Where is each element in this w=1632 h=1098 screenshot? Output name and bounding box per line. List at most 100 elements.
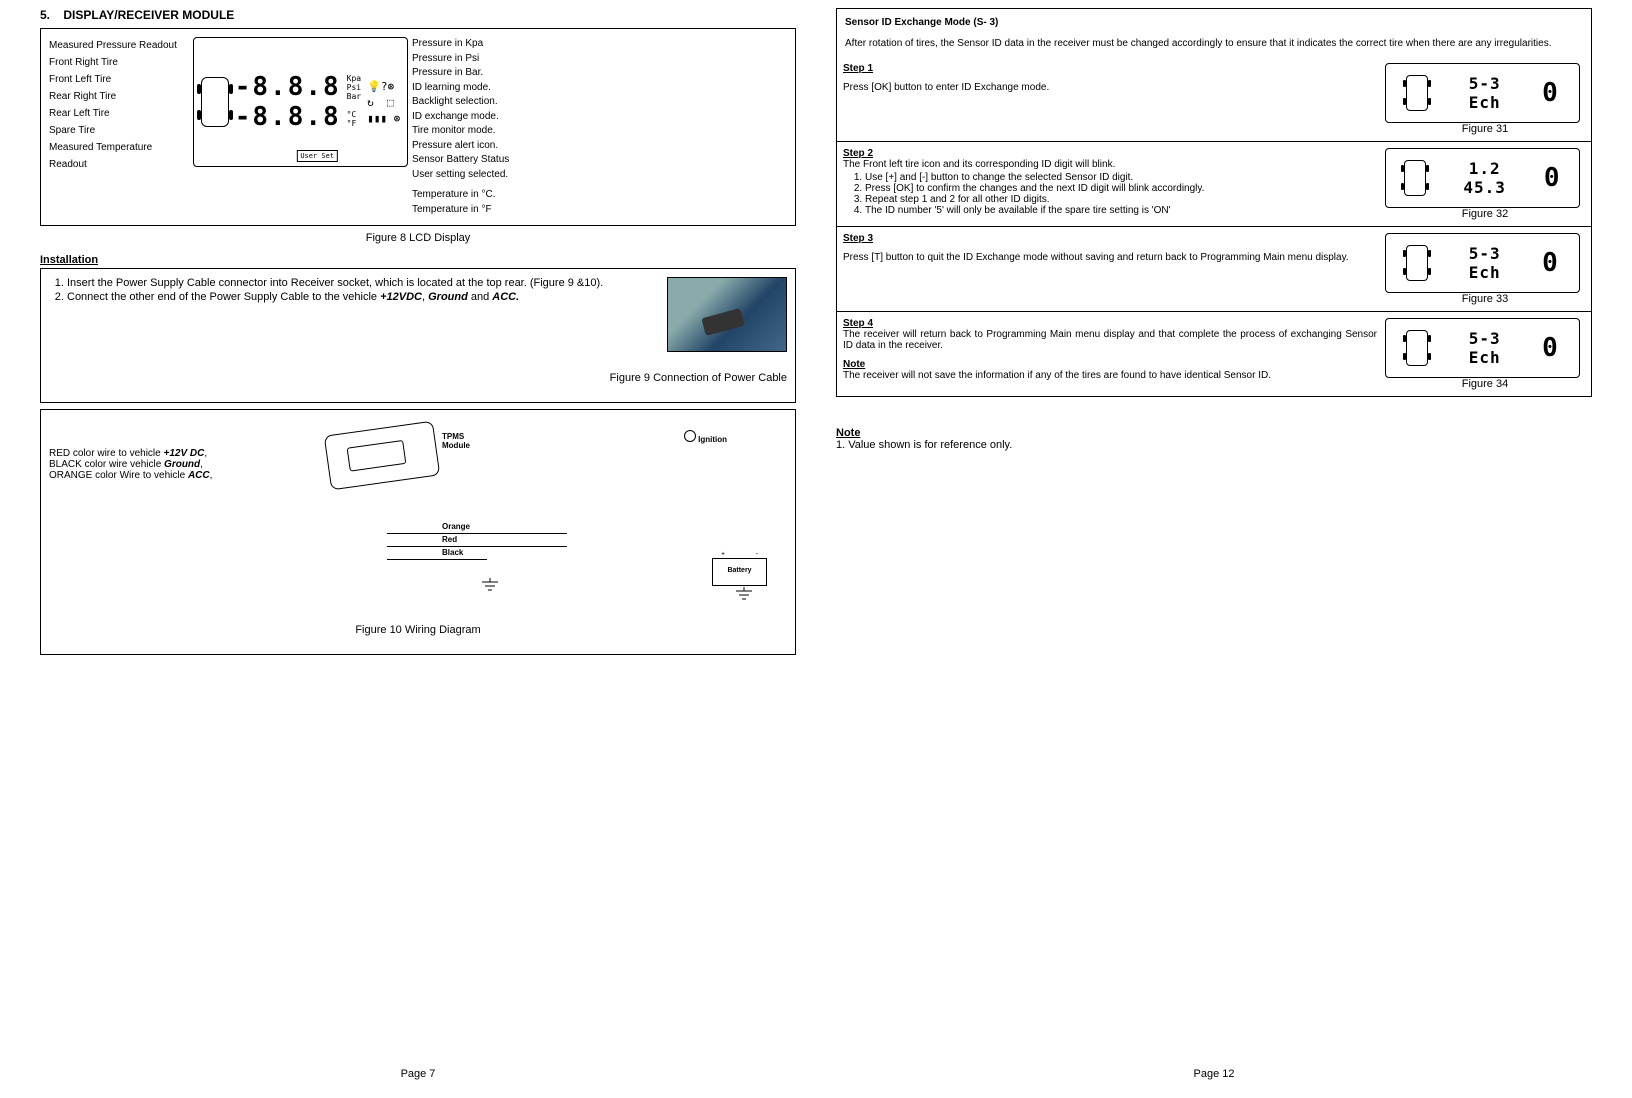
wiring-box: RED color wire to vehicle +12V DC, BLACK… — [40, 409, 796, 655]
label-battery-status: Sensor Battery Status — [412, 153, 582, 168]
label-rear-right: Rear Right Tire — [49, 88, 189, 105]
lcd33-digit: 0 — [1541, 247, 1559, 279]
connection-photo — [667, 277, 787, 352]
lcd-screen: -8.8.8 -8.8.8 Kpa Psi Bar °C °F 💡?⊛ ↻ ⬚ … — [193, 37, 408, 167]
battery-label: Battery — [727, 567, 751, 574]
wiring-b: +12V DC — [163, 448, 204, 459]
lcd-33: 5-3 Ech 0 — [1385, 233, 1580, 293]
wire-red: Red — [442, 535, 457, 544]
step-4-note-label: Note — [843, 359, 1377, 370]
lcd33-top: 5-3 — [1469, 244, 1501, 263]
installation-box-1: Insert the Power Supply Cable connector … — [40, 268, 796, 403]
step-1-figure: 5-3 Ech 0 Figure 31 — [1385, 63, 1585, 135]
label-temp-f: Temperature in °F — [412, 203, 582, 218]
label-temp-c: Temperature in °C. — [412, 188, 582, 203]
step-4-text: The receiver will return back to Program… — [843, 329, 1377, 351]
lcd-box: Measured Pressure Readout Front Right Ti… — [40, 28, 796, 226]
lcd34-top: 5-3 — [1469, 329, 1501, 348]
lcd31-digit: 0 — [1541, 77, 1559, 109]
lcd33-bottom: Ech — [1469, 263, 1501, 282]
label-kpa: Pressure in Kpa — [412, 37, 582, 52]
step-2-intro: The Front left tire icon and its corresp… — [843, 159, 1377, 170]
mode-title: Sensor ID Exchange Mode (S- 3) — [845, 17, 998, 28]
bottom-note-label: Note — [836, 427, 1592, 439]
lcd32-top: 1.2 — [1463, 159, 1506, 178]
figure-32-caption: Figure 32 — [1385, 208, 1585, 220]
indicator-icons: 💡?⊛ ↻ ⬚ ▮▮▮ ⊛ — [367, 80, 400, 125]
lcd34-bottom: Ech — [1469, 348, 1501, 367]
figure-8-caption: Figure 8 LCD Display — [40, 232, 796, 244]
step-4-title: Step 4 — [843, 318, 1377, 329]
wire-black: Black — [442, 548, 463, 557]
wire-orange: Orange — [442, 522, 470, 531]
label-backlight: Backlight selection. — [412, 95, 582, 110]
figure-31-caption: Figure 31 — [1385, 123, 1585, 135]
mode-intro: After rotation of tires, the Sensor ID d… — [845, 38, 1583, 49]
unit-bar: Bar — [347, 93, 361, 102]
step-2-li1: Use [+] and [-] button to change the sel… — [865, 172, 1377, 183]
section-title: 5. DISPLAY/RECEIVER MODULE — [40, 8, 796, 22]
lcd32-digit: 0 — [1543, 162, 1561, 194]
label-rear-left: Rear Left Tire — [49, 105, 189, 122]
step-1-title: Step 1 — [843, 63, 1377, 74]
bulb-icon: 💡?⊛ — [367, 80, 400, 93]
wiring-d: Ground — [164, 459, 200, 470]
step-2-figure: 1.2 45.3 0 Figure 32 — [1385, 148, 1585, 220]
step-4-note: The receiver will not save the informati… — [843, 370, 1377, 381]
step-1-text-block: Step 1 Press [OK] button to enter ID Exc… — [843, 63, 1377, 135]
installation-heading: Installation — [40, 254, 796, 266]
page-right: Sensor ID Exchange Mode (S- 3) After rot… — [816, 8, 1612, 1090]
ignition-text: Ignition — [698, 435, 727, 444]
figure-34-caption: Figure 34 — [1385, 378, 1585, 390]
car-icon — [1406, 75, 1428, 111]
step-2-row: Step 2 The Front left tire icon and its … — [836, 142, 1592, 227]
label-pressure-alert: Pressure alert icon. — [412, 139, 582, 154]
step-4-figure: 5-3 Ech 0 Figure 34 — [1385, 318, 1585, 390]
step-3-row: Step 3 Press [T] button to quit the ID E… — [836, 227, 1592, 312]
user-set-label: User Set — [296, 150, 338, 162]
car-icon — [1404, 160, 1426, 196]
wiring-g: , — [210, 470, 213, 481]
ground-icon-1 — [482, 578, 498, 594]
wiring-diagram: TPMS Module Ignition Orange Red Black + … — [257, 418, 787, 618]
section-number: 5. — [40, 8, 50, 22]
step-3-title: Step 3 — [843, 233, 1377, 244]
step-2-list: Use [+] and [-] button to change the sel… — [843, 172, 1377, 216]
install-item-2d: Ground — [428, 291, 468, 303]
step-3-figure: 5-3 Ech 0 Figure 33 — [1385, 233, 1585, 305]
wiring-f: ACC — [188, 470, 210, 481]
page-number-right: Page 12 — [1194, 1068, 1235, 1080]
install-item-2e: and — [468, 291, 492, 303]
section-heading: DISPLAY/RECEIVER MODULE — [63, 8, 234, 22]
lcd-34: 5-3 Ech 0 — [1385, 318, 1580, 378]
label-front-right: Front Right Tire — [49, 54, 189, 71]
figure-33-caption: Figure 33 — [1385, 293, 1585, 305]
car-icon — [1406, 330, 1428, 366]
label-front-left: Front Left Tire — [49, 71, 189, 88]
wiring-a: RED color wire to vehicle — [49, 448, 163, 459]
lcd-left-labels: Measured Pressure Readout Front Right Ti… — [49, 37, 189, 173]
battery-icon: ▮▮▮ ⊛ — [367, 112, 400, 125]
figure-10-caption: Figure 10 Wiring Diagram — [49, 624, 787, 636]
unit-column: Kpa Psi Bar °C °F — [347, 75, 361, 129]
step-2-title: Step 2 — [843, 148, 1377, 159]
label-id-learning: ID learning mode. — [412, 81, 582, 96]
ignition-label: Ignition — [684, 430, 727, 444]
install-item-1-text: Insert the Power Supply Cable connector … — [67, 277, 603, 289]
figure-9-caption: Figure 9 Connection of Power Cable — [49, 372, 787, 384]
step-2-li4: The ID number '5' will only be available… — [865, 205, 1377, 216]
label-psi: Pressure in Psi — [412, 52, 582, 67]
lcd34-digit: 0 — [1541, 332, 1559, 364]
lcd32-bottom: 45.3 — [1463, 178, 1506, 197]
install-item-2f: ACC. — [492, 291, 519, 303]
car-icon — [201, 77, 229, 127]
step-4-row: Step 4 The receiver will return back to … — [836, 312, 1592, 397]
page-left: 5. DISPLAY/RECEIVER MODULE Measured Pres… — [20, 8, 816, 1090]
label-bar: Pressure in Bar. — [412, 66, 582, 81]
unit-f: °F — [347, 120, 361, 129]
step-1-text: Press [OK] button to enter ID Exchange m… — [843, 82, 1377, 93]
lcd-32: 1.2 45.3 0 — [1385, 148, 1580, 208]
page-number-left: Page 7 — [401, 1068, 436, 1080]
step-2-text-block: Step 2 The Front left tire icon and its … — [843, 148, 1377, 220]
label-id-exchange: ID exchange mode. — [412, 110, 582, 125]
